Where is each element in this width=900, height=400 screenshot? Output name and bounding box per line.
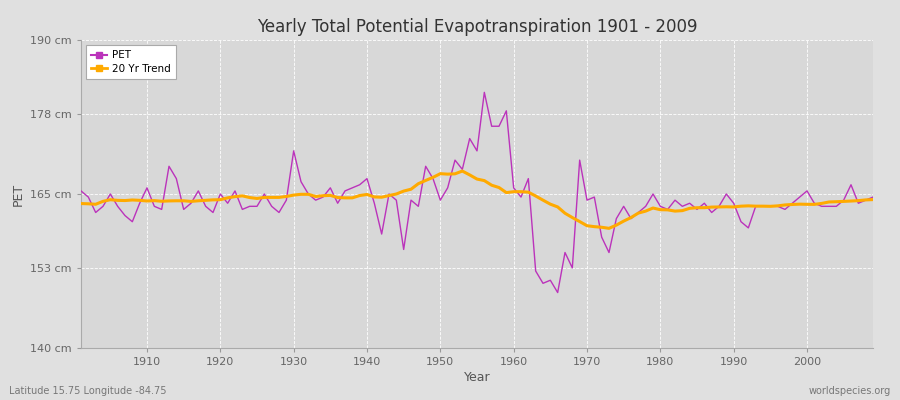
- Y-axis label: PET: PET: [12, 182, 24, 206]
- X-axis label: Year: Year: [464, 371, 490, 384]
- Text: worldspecies.org: worldspecies.org: [809, 386, 891, 396]
- Text: Latitude 15.75 Longitude -84.75: Latitude 15.75 Longitude -84.75: [9, 386, 166, 396]
- Title: Yearly Total Potential Evapotranspiration 1901 - 2009: Yearly Total Potential Evapotranspiratio…: [256, 18, 698, 36]
- Legend: PET, 20 Yr Trend: PET, 20 Yr Trend: [86, 45, 176, 79]
